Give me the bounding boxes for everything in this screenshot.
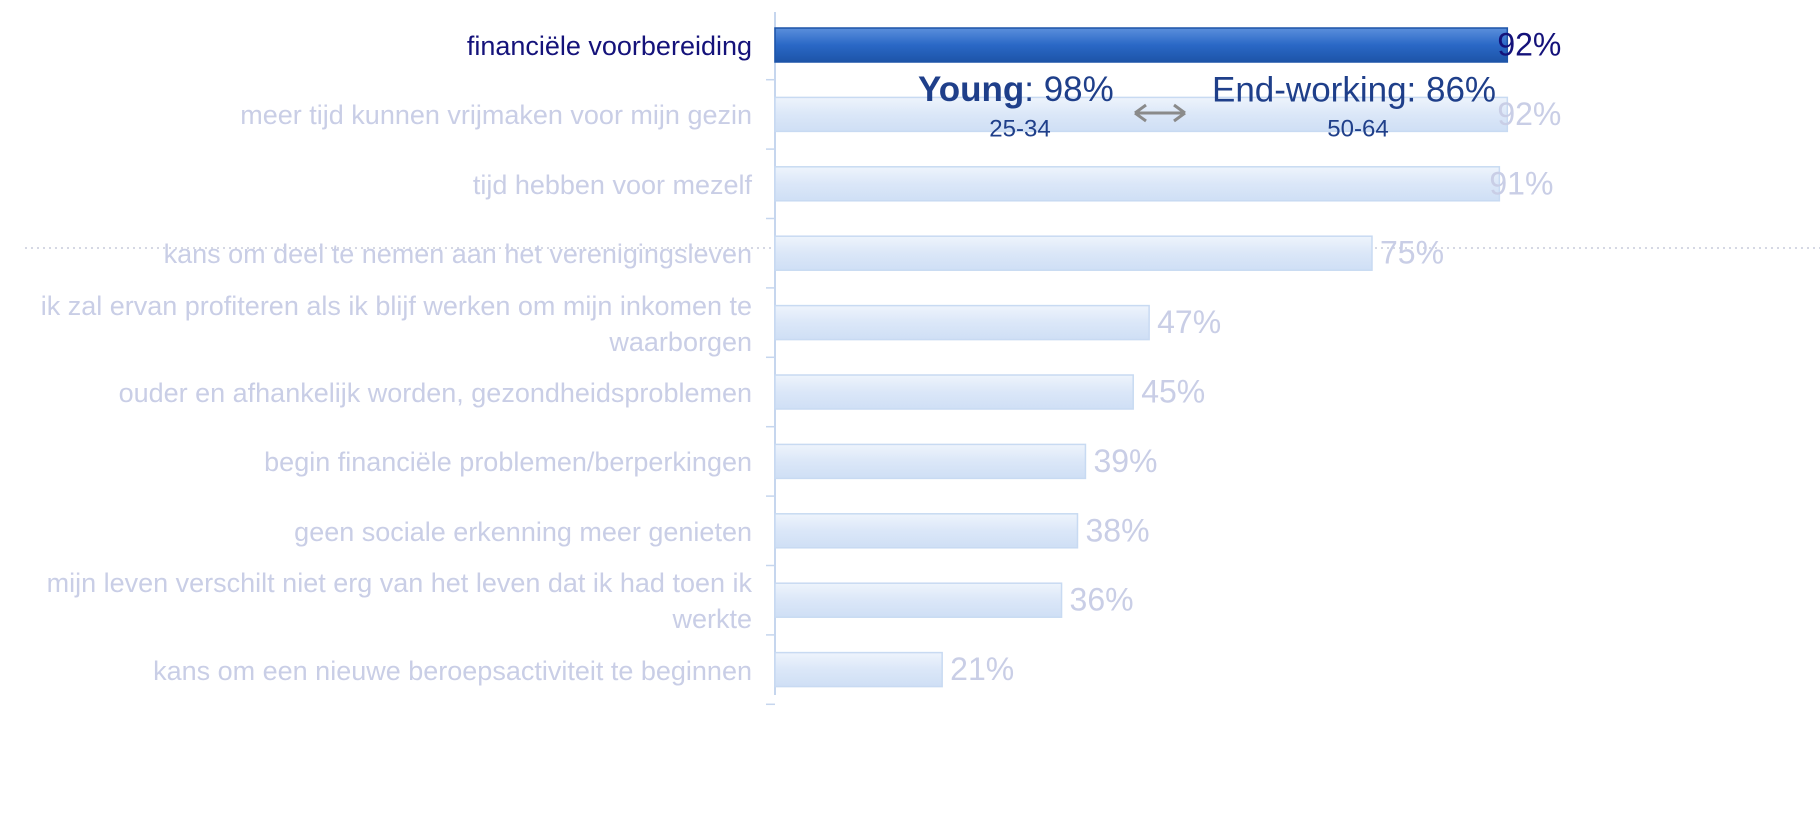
value-label: 47% — [1157, 304, 1221, 340]
value-label: 75% — [1380, 235, 1444, 271]
category-label: ik zal ervan profiteren als ik blijf wer… — [40, 290, 752, 357]
category-label: financiële voorbereiding — [466, 31, 752, 61]
bar — [774, 513, 1079, 549]
value-label: 36% — [1070, 582, 1134, 618]
value-label: 91% — [1489, 165, 1553, 201]
value-label: 92% — [1497, 26, 1561, 62]
annotation-text: End-working: 86% — [1212, 70, 1496, 109]
bar — [774, 443, 1087, 480]
value-label: 39% — [1093, 443, 1157, 479]
bar — [774, 27, 1509, 63]
value-label: 38% — [1085, 512, 1149, 548]
annotation-sub: 50-64 — [1327, 115, 1388, 142]
annotation-label: Young — [918, 70, 1024, 109]
bar — [774, 166, 1501, 202]
value-label: 45% — [1141, 373, 1205, 409]
bar — [774, 374, 1134, 410]
category-label: meer tijd kunnen vrijmaken voor mijn gez… — [240, 100, 752, 131]
bar — [774, 582, 1063, 618]
annotation-text: : 98% — [1024, 70, 1114, 109]
annotation: Young: 98% — [918, 70, 1114, 109]
arrow — [1134, 103, 1186, 123]
category-label: tijd hebben voor mezelf — [472, 169, 752, 200]
category-label: kans om een nieuwe beroepsactiviteit te … — [153, 655, 752, 686]
bar — [774, 651, 943, 688]
bar — [774, 304, 1150, 341]
category-label: mijn leven verschilt niet erg van het le… — [46, 568, 752, 635]
value-label: 21% — [950, 651, 1014, 687]
value-label: 92% — [1497, 96, 1561, 132]
category-label: begin financiële problemen/berperkingen — [264, 447, 752, 478]
category-label: ouder en afhankelijk worden, gezondheids… — [118, 378, 752, 408]
annotation-sub: 25-34 — [989, 115, 1050, 142]
category-label: kans om deel te nemen aan het vereniging… — [163, 239, 752, 270]
category-label: geen sociale erkenning meer genieten — [294, 516, 752, 547]
bar — [774, 235, 1373, 271]
